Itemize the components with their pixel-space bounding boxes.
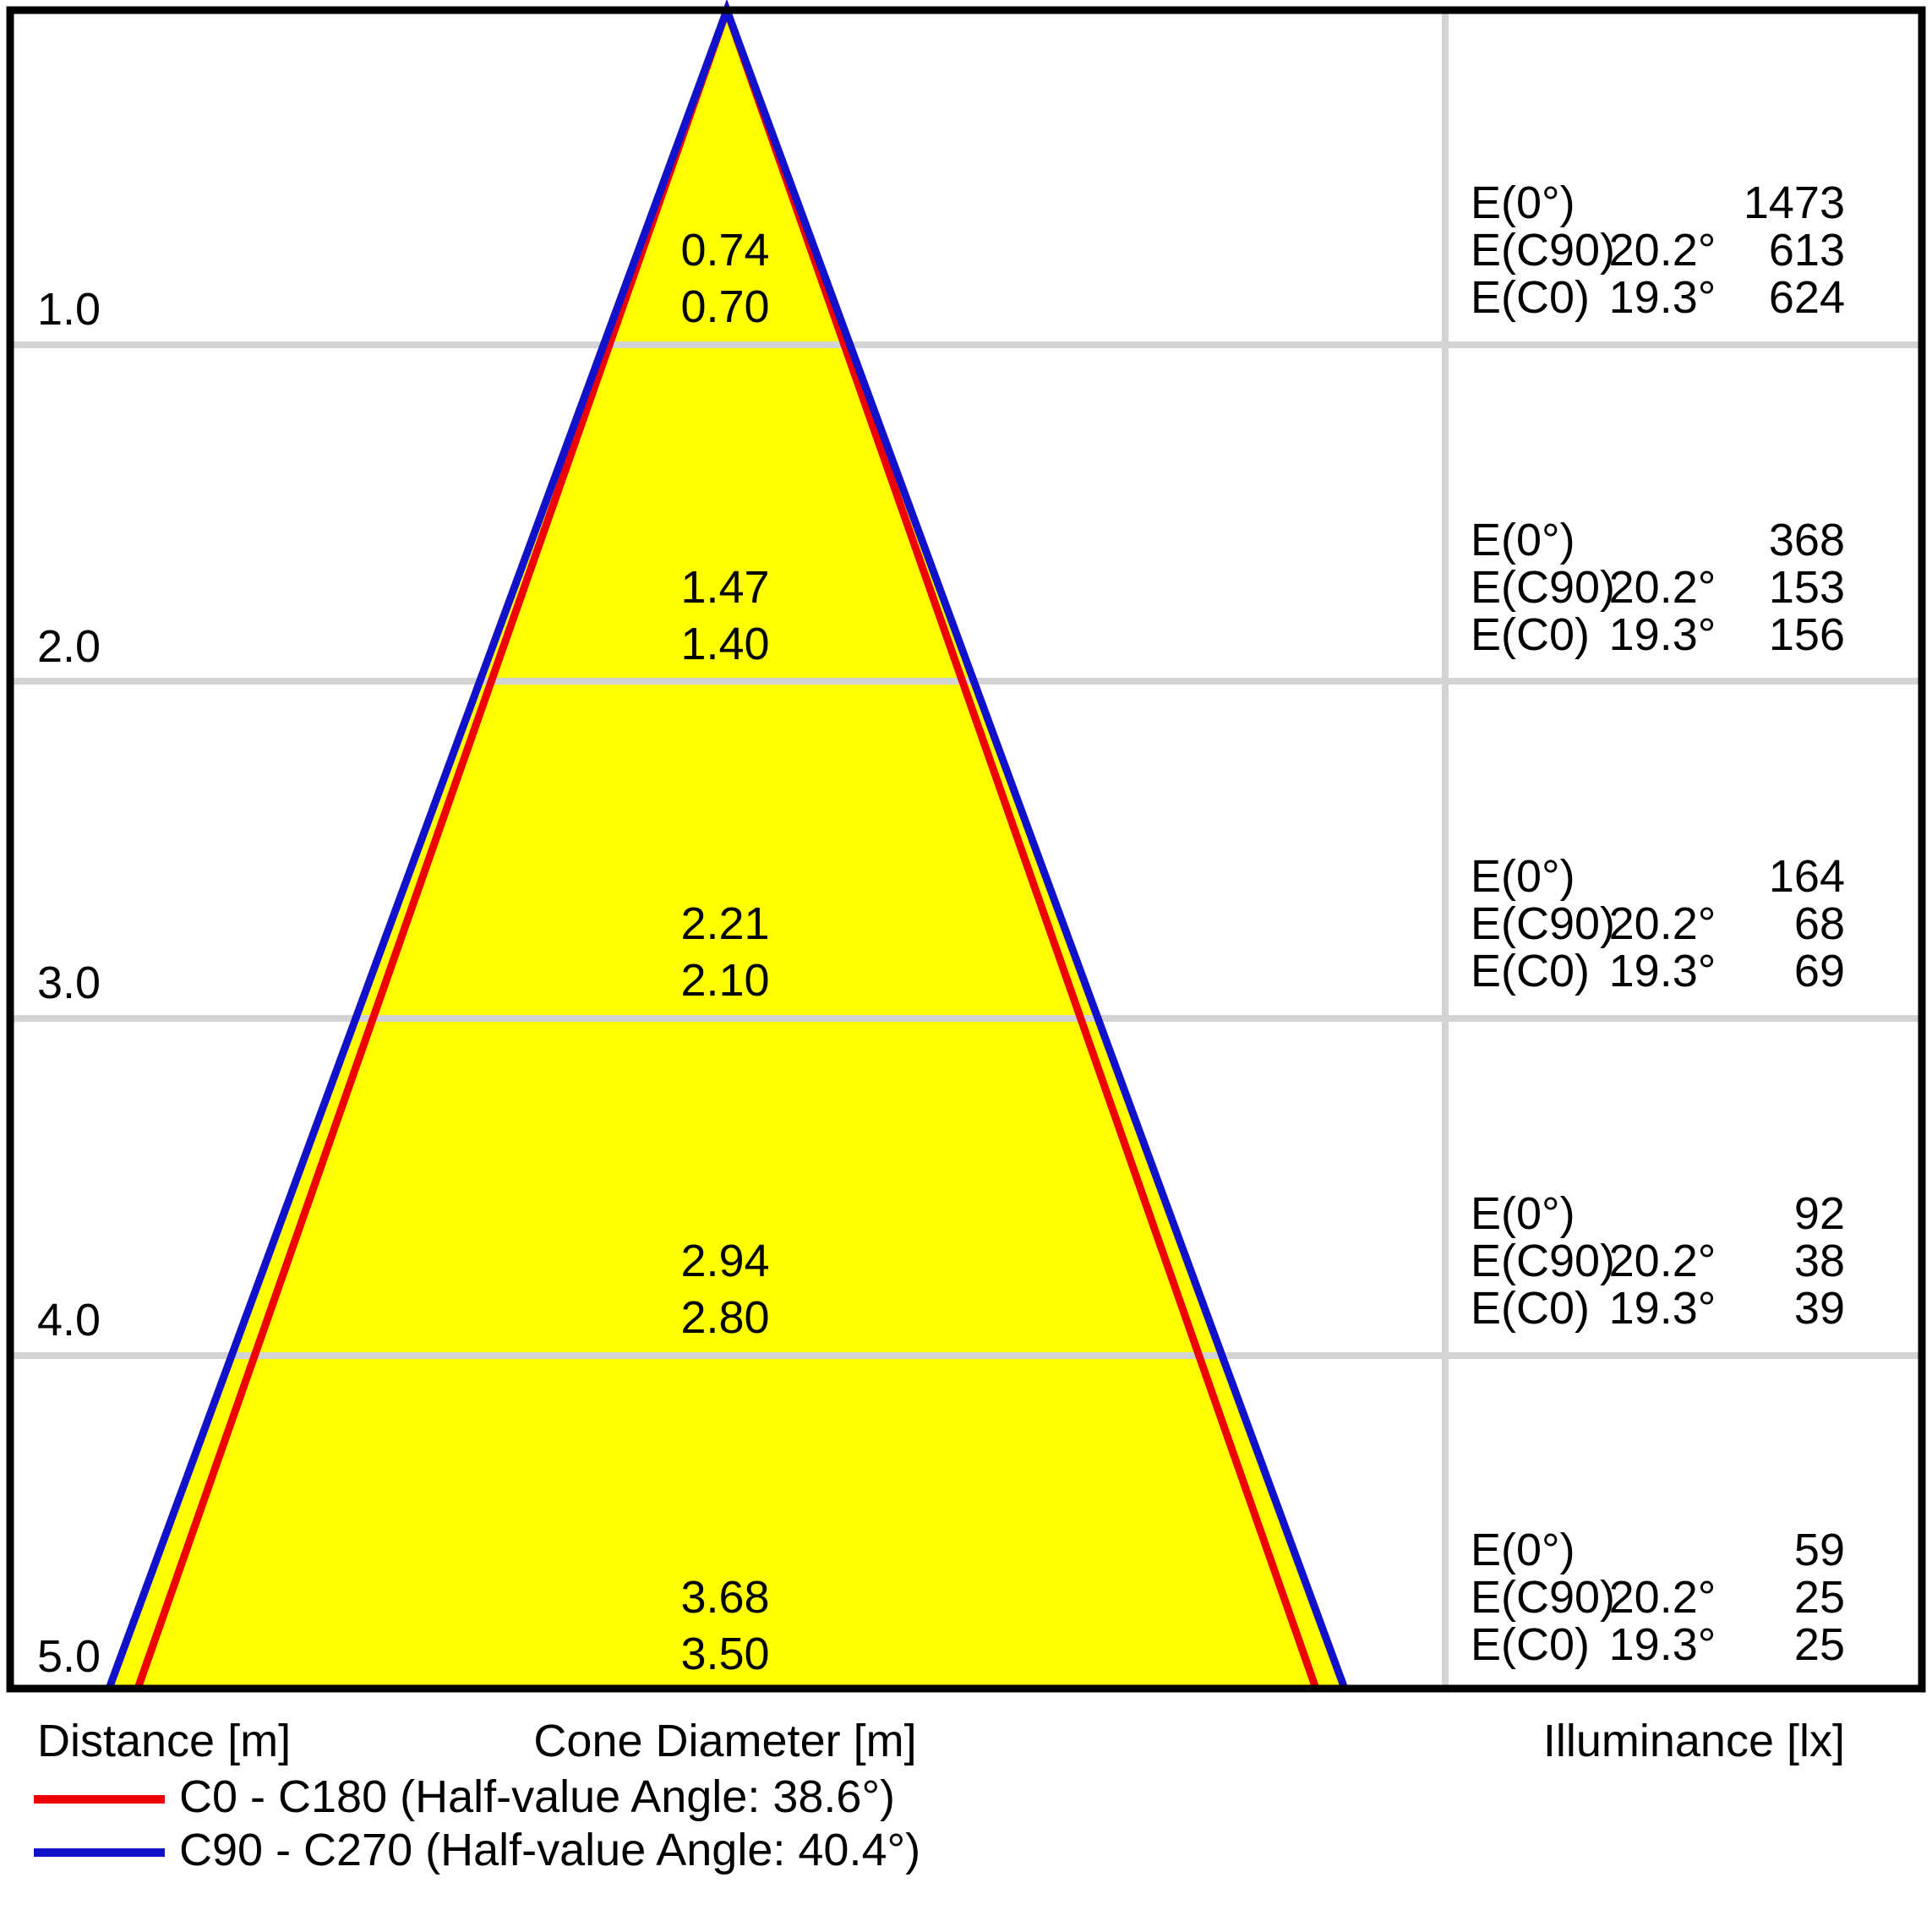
ec90-angle-5m: 20.2° bbox=[1608, 1572, 1716, 1623]
e0-value-2m: 368 bbox=[1768, 515, 1845, 565]
ec0-label-4m: E(C0) bbox=[1471, 1283, 1591, 1334]
cone-diameter-c0-4m: 2.80 bbox=[680, 1292, 770, 1343]
e0-value-3m: 164 bbox=[1768, 851, 1845, 902]
chart-border bbox=[6, 6, 1926, 1693]
ec0-label-1m: E(C0) bbox=[1471, 272, 1591, 323]
ec0-angle-1m: 19.3° bbox=[1608, 272, 1716, 323]
ec0-angle-2m: 19.3° bbox=[1608, 609, 1716, 660]
ec0-label-3m: E(C0) bbox=[1471, 946, 1591, 996]
light-cone-fill bbox=[109, 10, 1345, 1689]
distance-label-1m: 1.0 bbox=[37, 284, 101, 335]
legend-swatch-c0 bbox=[34, 1793, 165, 1804]
ec0-label-2m: E(C0) bbox=[1471, 609, 1591, 660]
ec90-label-1m: E(C90) bbox=[1471, 225, 1616, 276]
e0-value-1m: 1473 bbox=[1743, 177, 1845, 228]
axis-label-cone-diameter: Cone Diameter [m] bbox=[533, 1716, 917, 1766]
ec0-value-2m: 156 bbox=[1768, 609, 1845, 660]
distance-label-5m: 5.0 bbox=[37, 1631, 101, 1682]
ec0-value-5m: 25 bbox=[1793, 1619, 1845, 1670]
cone-diameter-c0-1m: 0.70 bbox=[680, 281, 770, 332]
ec0-angle-5m: 19.3° bbox=[1608, 1619, 1716, 1670]
legend-swatch-c0-line bbox=[34, 1795, 165, 1804]
e0-value-5m: 59 bbox=[1793, 1525, 1845, 1575]
ec90-angle-4m: 20.2° bbox=[1608, 1236, 1716, 1286]
ec0-angle-4m: 19.3° bbox=[1608, 1283, 1716, 1334]
distance-label-3m: 3.0 bbox=[37, 958, 101, 1008]
ec90-angle-2m: 20.2° bbox=[1608, 562, 1716, 613]
e0-label-4m: E(0°) bbox=[1471, 1188, 1575, 1239]
e0-label-3m: E(0°) bbox=[1471, 851, 1575, 902]
axis-label-distance: Distance [m] bbox=[37, 1716, 292, 1766]
ec0-value-4m: 39 bbox=[1793, 1283, 1845, 1334]
ec90-value-1m: 613 bbox=[1768, 225, 1845, 276]
ec0-label-5m: E(C0) bbox=[1471, 1619, 1591, 1670]
cone-diameter-c90-5m: 3.68 bbox=[680, 1572, 770, 1623]
legend-label-c90: C90 - C270 (Half-value Angle: 40.4°) bbox=[179, 1825, 921, 1875]
e0-value-4m: 92 bbox=[1793, 1188, 1845, 1239]
distance-label-2m: 2.0 bbox=[37, 621, 101, 672]
cone-diameter-c90-2m: 1.47 bbox=[680, 562, 770, 613]
cone-diameter-c90-4m: 2.94 bbox=[680, 1236, 770, 1286]
ec0-value-1m: 624 bbox=[1768, 272, 1845, 323]
ec90-label-3m: E(C90) bbox=[1471, 898, 1616, 949]
e0-label-5m: E(0°) bbox=[1471, 1525, 1575, 1575]
e0-label-1m: E(0°) bbox=[1471, 177, 1575, 228]
legend-swatch-c90 bbox=[34, 1846, 165, 1857]
ec90-angle-3m: 20.2° bbox=[1608, 898, 1716, 949]
ec90-label-5m: E(C90) bbox=[1471, 1572, 1616, 1623]
ec90-label-4m: E(C90) bbox=[1471, 1236, 1616, 1286]
legend-swatch-c90-line bbox=[34, 1848, 165, 1857]
ec90-value-4m: 38 bbox=[1793, 1236, 1845, 1286]
ec0-angle-3m: 19.3° bbox=[1608, 946, 1716, 996]
cone-diameter-c90-3m: 2.21 bbox=[680, 898, 770, 949]
legend-label-c0: C0 - C180 (Half-value Angle: 38.6°) bbox=[179, 1771, 896, 1822]
ec90-angle-1m: 20.2° bbox=[1608, 225, 1716, 276]
e0-label-2m: E(0°) bbox=[1471, 515, 1575, 565]
ec0-value-3m: 69 bbox=[1793, 946, 1845, 996]
cone-diameter-c0-2m: 1.40 bbox=[680, 619, 770, 669]
ec90-value-2m: 153 bbox=[1768, 562, 1845, 613]
ec90-value-3m: 68 bbox=[1793, 898, 1845, 949]
cone-diameter-c90-1m: 0.74 bbox=[680, 225, 770, 276]
axis-label-illuminance: Illuminance [lx] bbox=[1542, 1716, 1845, 1766]
cone-diameter-c0-3m: 2.10 bbox=[680, 955, 770, 1006]
distance-label-4m: 4.0 bbox=[37, 1295, 101, 1345]
cone-diameter-c0-5m: 3.50 bbox=[680, 1629, 770, 1679]
ec90-value-5m: 25 bbox=[1793, 1572, 1845, 1623]
ec90-label-2m: E(C90) bbox=[1471, 562, 1616, 613]
